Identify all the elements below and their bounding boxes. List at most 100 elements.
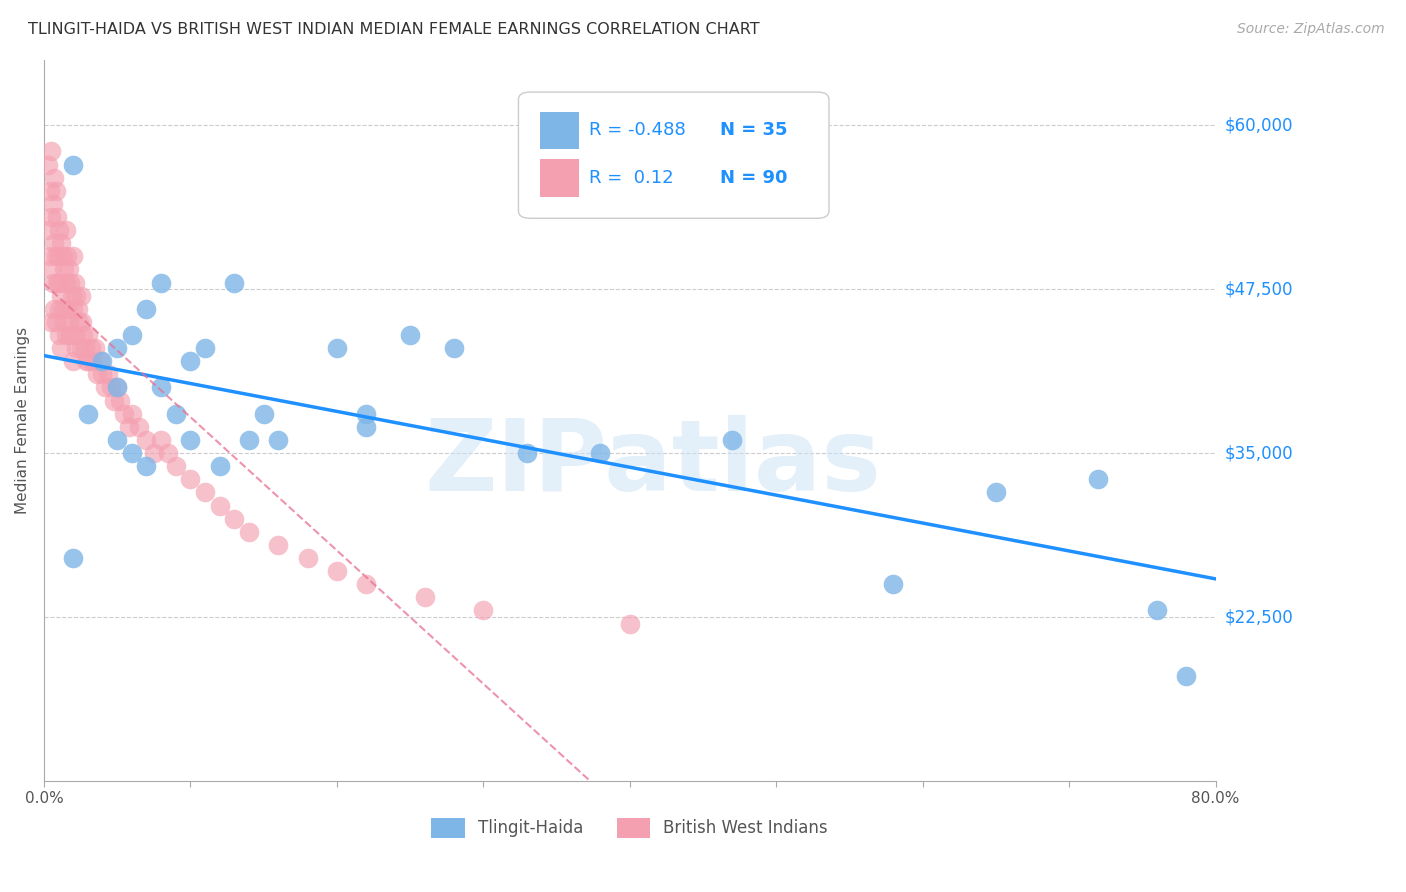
Point <box>224 511 246 525</box>
Point <box>69 288 91 302</box>
Point <box>51 341 73 355</box>
Point <box>399 328 422 343</box>
Point <box>44 236 66 251</box>
Point <box>1087 472 1109 486</box>
Point <box>267 433 290 447</box>
Point <box>208 459 231 474</box>
Point <box>297 551 319 566</box>
Point <box>48 223 70 237</box>
Point <box>1175 669 1198 683</box>
Point <box>48 276 70 290</box>
Point <box>62 157 84 171</box>
Point <box>58 262 80 277</box>
Point <box>67 315 90 329</box>
Point <box>48 301 70 316</box>
Point <box>326 564 349 578</box>
Point <box>135 433 157 447</box>
Text: N = 35: N = 35 <box>720 121 787 139</box>
Point <box>135 301 157 316</box>
Point <box>84 341 107 355</box>
Point <box>39 315 62 329</box>
Point <box>103 393 125 408</box>
Point <box>121 446 143 460</box>
Text: $47,500: $47,500 <box>1225 280 1294 298</box>
Point <box>589 446 612 460</box>
Point <box>65 288 87 302</box>
Point <box>157 446 180 460</box>
Point <box>721 433 744 447</box>
Point <box>118 420 141 434</box>
Point <box>76 407 98 421</box>
Point <box>62 551 84 566</box>
Point <box>60 288 83 302</box>
Point <box>238 524 260 539</box>
Point <box>354 407 377 421</box>
Point <box>51 236 73 251</box>
Point <box>86 368 108 382</box>
Point <box>179 433 201 447</box>
FancyBboxPatch shape <box>540 112 579 149</box>
Point <box>44 170 66 185</box>
Text: ZIPatlas: ZIPatlas <box>425 415 882 512</box>
Text: R = -0.488: R = -0.488 <box>589 121 686 139</box>
Point <box>472 603 495 617</box>
Point <box>59 328 82 343</box>
Point <box>58 315 80 329</box>
Point <box>252 407 274 421</box>
Point <box>63 276 86 290</box>
Point <box>326 341 349 355</box>
Point <box>41 197 63 211</box>
Point <box>165 407 187 421</box>
Point <box>165 459 187 474</box>
Point <box>51 288 73 302</box>
Point <box>100 380 122 394</box>
Point <box>37 157 59 171</box>
Point <box>150 433 173 447</box>
Point <box>76 328 98 343</box>
FancyBboxPatch shape <box>540 159 579 196</box>
Legend: Tlingit-Haida, British West Indians: Tlingit-Haida, British West Indians <box>425 811 835 845</box>
Text: Source: ZipAtlas.com: Source: ZipAtlas.com <box>1237 22 1385 37</box>
Point <box>48 249 70 263</box>
Point <box>882 577 904 591</box>
Point <box>208 499 231 513</box>
Point <box>97 368 120 382</box>
Point <box>984 485 1007 500</box>
Point <box>105 380 128 394</box>
Text: R =  0.12: R = 0.12 <box>589 169 673 187</box>
Point <box>105 341 128 355</box>
Point <box>39 210 62 224</box>
Point <box>46 210 69 224</box>
Point <box>62 301 84 316</box>
Point <box>80 341 103 355</box>
Point <box>194 485 217 500</box>
Text: $60,000: $60,000 <box>1225 116 1294 134</box>
Point <box>76 354 98 368</box>
Point <box>56 301 79 316</box>
Point <box>150 380 173 394</box>
Point <box>65 341 87 355</box>
Y-axis label: Median Female Earnings: Median Female Earnings <box>15 326 30 514</box>
Point <box>142 446 165 460</box>
Point <box>224 276 246 290</box>
Point <box>114 407 136 421</box>
Point <box>70 315 93 329</box>
Text: N = 90: N = 90 <box>720 169 787 187</box>
Point <box>45 315 67 329</box>
Point <box>91 354 114 368</box>
Point <box>72 328 94 343</box>
Point <box>354 577 377 591</box>
Point <box>62 354 84 368</box>
Point <box>69 341 91 355</box>
Point <box>150 276 173 290</box>
Point <box>46 276 69 290</box>
Text: TLINGIT-HAIDA VS BRITISH WEST INDIAN MEDIAN FEMALE EARNINGS CORRELATION CHART: TLINGIT-HAIDA VS BRITISH WEST INDIAN MED… <box>28 22 759 37</box>
Point <box>121 407 143 421</box>
Point <box>45 249 67 263</box>
Point <box>45 184 67 198</box>
Point <box>179 354 201 368</box>
Point <box>41 276 63 290</box>
Point <box>66 301 89 316</box>
Point <box>48 328 70 343</box>
Point <box>55 328 77 343</box>
